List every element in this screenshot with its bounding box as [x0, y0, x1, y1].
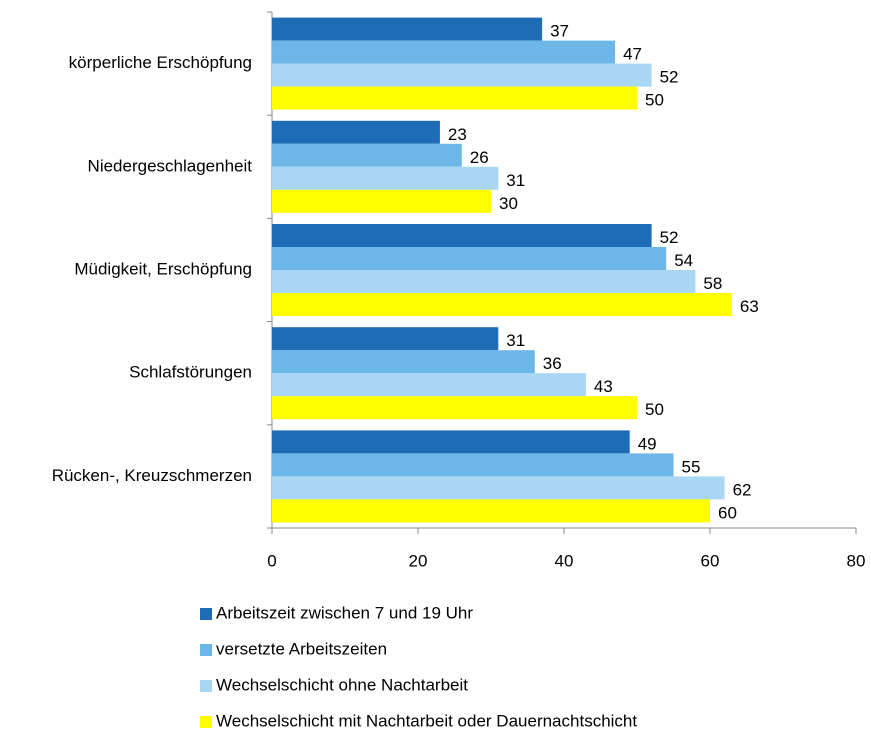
bar — [272, 396, 637, 420]
bar — [272, 453, 674, 477]
bar — [272, 476, 725, 500]
bar — [272, 40, 616, 64]
bar — [272, 143, 462, 167]
category-label: Niedergeschlagenheit — [88, 156, 253, 175]
bar — [272, 293, 732, 316]
data-label: 62 — [733, 480, 752, 499]
bar — [272, 247, 667, 270]
bar — [272, 499, 710, 523]
data-label: 52 — [660, 68, 679, 87]
x-tick-label: 20 — [409, 551, 428, 570]
data-label: 36 — [543, 354, 562, 373]
data-label: 63 — [740, 297, 759, 316]
data-label: 50 — [645, 400, 664, 419]
bar — [272, 430, 630, 454]
data-label: 49 — [638, 434, 657, 453]
bar — [272, 224, 652, 247]
data-label: 43 — [594, 377, 613, 396]
data-label: 47 — [623, 45, 642, 64]
bar — [272, 120, 440, 144]
bar — [272, 86, 637, 110]
data-label: 52 — [660, 228, 679, 247]
data-label: 55 — [682, 457, 701, 476]
category-label: Müdigkeit, Erschöpfung — [74, 259, 252, 278]
category-label: Schlafstörungen — [129, 363, 252, 382]
legend-swatch — [200, 716, 212, 728]
data-label: 26 — [470, 148, 489, 167]
data-label: 54 — [674, 251, 693, 270]
bar — [272, 63, 652, 87]
data-label: 58 — [703, 274, 722, 293]
legend-swatch — [200, 644, 212, 656]
x-tick-label: 60 — [701, 551, 720, 570]
bar — [272, 189, 491, 213]
bar — [272, 350, 535, 374]
category-label: Rücken-, Kreuzschmerzen — [52, 466, 252, 485]
legend-label: Wechselschicht ohne Nachtarbeit — [216, 675, 468, 694]
legend-label: versetzte Arbeitszeiten — [216, 639, 387, 658]
bar — [272, 270, 696, 293]
legend-swatch — [200, 680, 212, 692]
bar — [272, 17, 543, 41]
x-tick-label: 0 — [267, 551, 276, 570]
data-label: 31 — [506, 331, 525, 350]
legend-swatch — [200, 608, 212, 620]
x-tick-label: 40 — [555, 551, 574, 570]
data-label: 60 — [718, 503, 737, 522]
data-label: 31 — [506, 171, 525, 190]
bar — [272, 327, 499, 351]
category-label: körperliche Erschöpfung — [69, 53, 252, 72]
legend-label: Wechselschicht mit Nachtarbeit oder Daue… — [216, 711, 637, 730]
legend-label: Arbeitszeit zwischen 7 und 19 Uhr — [216, 603, 473, 622]
data-label: 23 — [448, 125, 467, 144]
bar — [272, 373, 586, 397]
data-label: 37 — [550, 22, 569, 41]
x-tick-label: 80 — [847, 551, 866, 570]
bar — [272, 166, 499, 190]
data-label: 30 — [499, 194, 518, 213]
data-label: 50 — [645, 91, 664, 110]
